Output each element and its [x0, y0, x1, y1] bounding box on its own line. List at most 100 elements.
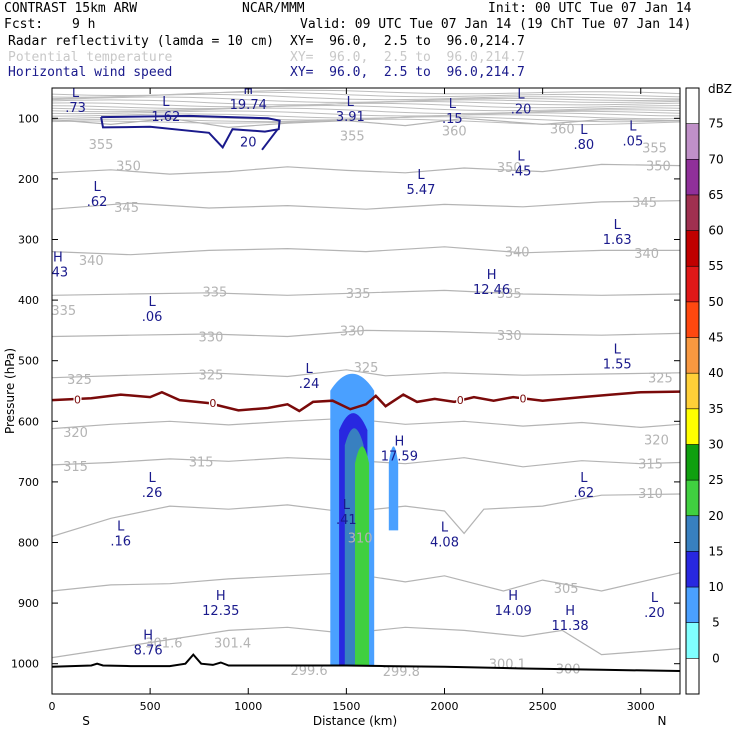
- extremum-value: .73: [65, 101, 86, 116]
- extremum-type: L: [343, 498, 351, 513]
- extremum-type: L: [580, 471, 588, 486]
- colorbar-label-20: 20: [708, 509, 723, 523]
- theta-label-26: 315: [63, 460, 88, 475]
- wind-extremum-8: L.45: [511, 150, 532, 180]
- colorbar-frame: [685, 87, 700, 695]
- plot-frame: [51, 87, 681, 695]
- extremum-value: 1.63: [603, 233, 632, 248]
- colorbar-swatch-3: [686, 194, 699, 231]
- colorbar-label-60: 60: [708, 224, 723, 238]
- freezing-level-label-0: 0: [74, 393, 81, 406]
- extremum-value: .26: [142, 486, 163, 501]
- theta-label-8: 345: [114, 201, 139, 216]
- wind-extremum-0: L.73: [65, 86, 86, 116]
- colorbar-swatch-9: [686, 408, 699, 445]
- theta-label-36: 300.1: [489, 658, 526, 673]
- wind-contour-20-tail: [261, 128, 279, 151]
- theta-band-line: [52, 110, 680, 117]
- reflectivity-cell-3: [355, 446, 370, 666]
- reflectivity-cell-4: [388, 446, 399, 531]
- colorbar-swatch-4: [686, 230, 699, 267]
- x-tick-label-1500: 1500: [332, 700, 360, 713]
- extremum-value: .80: [573, 138, 594, 153]
- wind-extremum-18: L.26: [142, 471, 163, 501]
- y-tick-label-300: 300: [18, 234, 39, 247]
- colorbar-label-70: 70: [708, 152, 723, 166]
- wind-extremum-4: L.15: [442, 97, 463, 127]
- extremum-value: .62: [87, 195, 108, 210]
- wind-extremum-1: L1.62: [151, 95, 180, 125]
- colorbar-label-30: 30: [708, 437, 723, 451]
- wind-extremum-5: L.20: [511, 87, 532, 117]
- stratosphere-theta-band: [52, 89, 680, 126]
- freezing-label-bg: [519, 392, 527, 404]
- extremum-type: L: [614, 218, 622, 233]
- extremum-value: .16: [110, 534, 131, 549]
- x-tick-label-2000: 2000: [431, 700, 459, 713]
- theta-label-1: 355: [340, 129, 365, 144]
- wind-extremum-26: L.20: [644, 591, 665, 621]
- colorbar-label-65: 65: [708, 188, 723, 202]
- theta-label-4: 355: [642, 141, 667, 156]
- theta-label-31: 305: [554, 582, 579, 597]
- y-tick-label-700: 700: [18, 476, 39, 489]
- x-tick-label-1000: 1000: [234, 700, 262, 713]
- extremum-value: .43: [48, 265, 69, 280]
- wind-extremum-27: H8.76: [134, 628, 163, 658]
- extremum-value: .20: [511, 102, 532, 117]
- extremum-type: L: [72, 86, 80, 101]
- theta-label-2: 360: [442, 124, 467, 139]
- x-end-label-north: N: [658, 714, 667, 728]
- theta-label-34: 299.6: [290, 664, 327, 679]
- theta-label-23: 325: [648, 372, 673, 387]
- y-tick-label-600: 600: [18, 415, 39, 428]
- extremum-value: 5.47: [406, 183, 435, 198]
- theta-label-12: 340: [634, 247, 659, 262]
- x-end-label-south: S: [82, 714, 90, 728]
- colorbar-swatch-10: [686, 444, 699, 481]
- colorbar-unit: dBZ: [708, 82, 732, 96]
- extremum-value: .41: [336, 513, 357, 528]
- colorbar-label-50: 50: [708, 295, 723, 309]
- colorbar-swatch-2: [686, 159, 699, 196]
- extremum-value: 17.59: [381, 450, 418, 465]
- theta-band-line: [52, 118, 680, 126]
- forecast-hour: 9 h: [72, 17, 96, 32]
- colorbar-label-5: 5: [712, 616, 720, 630]
- extremum-type: H: [394, 435, 404, 450]
- colorbar-swatch-13: [686, 551, 699, 588]
- wind-contour-20: [100, 114, 281, 150]
- wind-extremum-7: L.05: [623, 119, 644, 149]
- wind-extremum-11: L1.63: [603, 218, 632, 248]
- wind-extremum-15: L1.55: [603, 342, 632, 372]
- extremum-type: L: [517, 87, 525, 102]
- extremum-value: 11.38: [551, 619, 588, 634]
- colorbar-label-0: 0: [712, 651, 720, 665]
- extremum-value: 3.91: [336, 110, 365, 125]
- y-tick-label-400: 400: [18, 294, 39, 307]
- wind-extremum-25: H11.38: [551, 604, 588, 634]
- valid-time: Valid: 09 UTC Tue 07 Jan 14 (19 ChT Tue …: [300, 17, 692, 32]
- terrain-line: [52, 653, 680, 672]
- extremum-type: H: [508, 589, 518, 604]
- field-name-wind: Horizontal wind speed: [8, 65, 173, 80]
- y-tick-label-200: 200: [18, 173, 39, 186]
- extremum-value: .24: [299, 377, 320, 392]
- extremum-type: L: [117, 519, 125, 534]
- theta-band-line: [52, 93, 680, 101]
- theta-label-0: 355: [89, 138, 114, 153]
- freezing-label-bg: [208, 397, 217, 409]
- wind-extremum-12: H.43: [48, 250, 69, 280]
- theta-band-line: [52, 102, 680, 110]
- field-xy-reflectivity: XY= 96.0, 2.5 to 96.0,214.7: [290, 34, 525, 49]
- theta-label-5: 350: [116, 160, 141, 175]
- theta-contour-335: [52, 289, 680, 296]
- theta-contour-350: [52, 163, 680, 175]
- colorbar-swatch-8: [686, 373, 699, 410]
- colorbar-swatch-12: [686, 515, 699, 552]
- theta-label-25: 320: [644, 433, 669, 448]
- colorbar-label-45: 45: [708, 331, 723, 345]
- extremum-type: L: [417, 168, 425, 183]
